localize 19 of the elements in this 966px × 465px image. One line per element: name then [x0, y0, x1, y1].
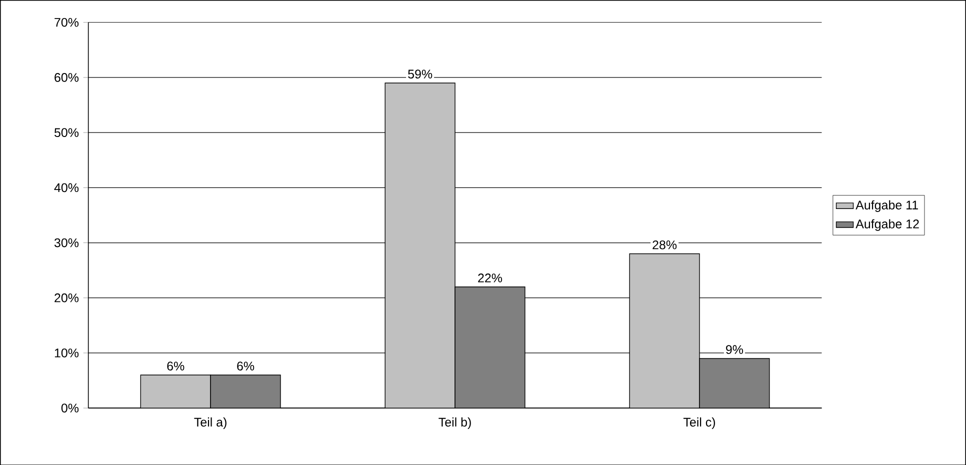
legend-label: Aufgabe 11	[856, 200, 918, 212]
x-tick-label: Teil a)	[194, 417, 226, 429]
y-tick-label: 40%	[54, 183, 79, 192]
data-label: 6%	[237, 361, 254, 370]
x-tick-label: Teil b)	[438, 417, 471, 429]
data-label: 6%	[167, 361, 184, 370]
legend-label: Aufgabe 12	[856, 219, 919, 231]
y-tick-label: 60%	[54, 72, 79, 82]
data-label: 22%	[478, 273, 502, 282]
x-tick-label: Teil c)	[683, 417, 716, 429]
y-tick-label: 50%	[54, 128, 79, 137]
y-tick-label: 30%	[54, 238, 79, 247]
y-tick-label: 70%	[54, 18, 79, 27]
y-tick-label: 10%	[54, 348, 79, 358]
data-label: 59%	[408, 69, 432, 78]
y-tick-label: 20%	[54, 293, 79, 302]
data-label: 9%	[726, 344, 744, 354]
data-label: 28%	[652, 240, 677, 250]
y-tick-label: 0%	[61, 403, 79, 412]
